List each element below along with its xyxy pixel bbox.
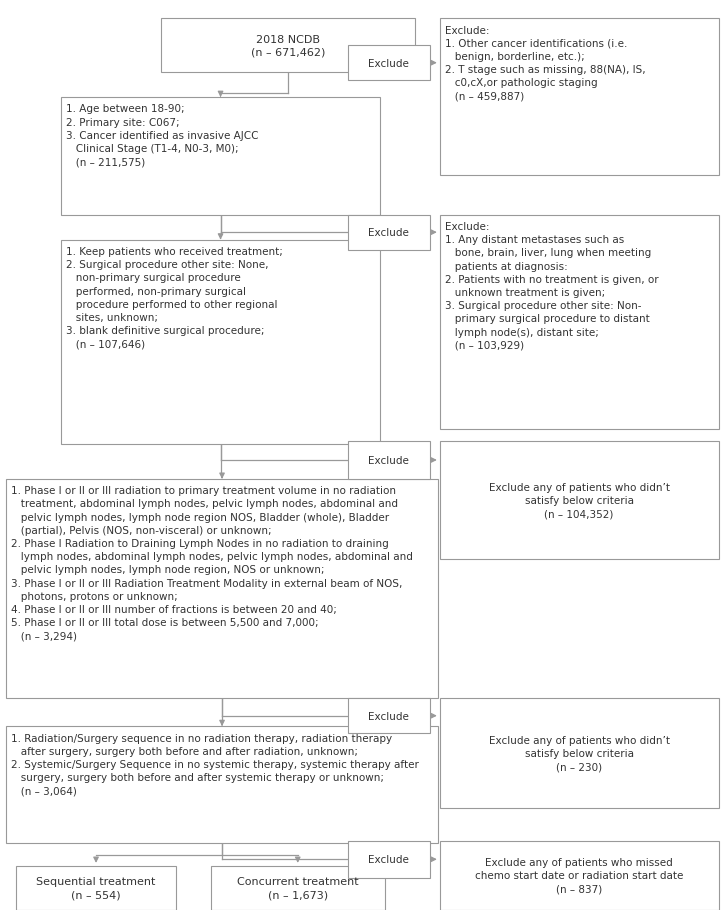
Text: Exclude:
1. Other cancer identifications (i.e.
   benign, borderline, etc.);
2. : Exclude: 1. Other cancer identifications… bbox=[445, 26, 645, 102]
Bar bbox=[211, 865, 385, 909]
Text: 1. Age between 18-90;
2. Primary site: C067;
3. Cancer identified as invasive AJ: 1. Age between 18-90; 2. Primary site: C… bbox=[66, 105, 258, 167]
Text: 1. Radiation/Surgery sequence in no radiation therapy, radiation therapy
   afte: 1. Radiation/Surgery sequence in no radi… bbox=[12, 732, 420, 795]
Text: Concurrent treatment
(n – 1,673): Concurrent treatment (n – 1,673) bbox=[237, 876, 359, 899]
Bar bbox=[61, 241, 380, 445]
Bar bbox=[61, 98, 380, 216]
Bar bbox=[348, 699, 430, 733]
Bar bbox=[440, 442, 719, 559]
Bar bbox=[7, 726, 438, 843]
Text: Exclude: Exclude bbox=[369, 228, 409, 238]
Text: 1. Keep patients who received treatment;
2. Surgical procedure other site: None,: 1. Keep patients who received treatment;… bbox=[66, 247, 283, 349]
Text: Exclude any of patients who didn’t
satisfy below criteria
(n – 104,352): Exclude any of patients who didn’t satis… bbox=[489, 482, 669, 518]
Bar bbox=[16, 865, 176, 909]
Text: Exclude: Exclude bbox=[369, 711, 409, 721]
Bar bbox=[7, 479, 438, 699]
Text: Exclude any of patients who didn’t
satisfy below criteria
(n – 230): Exclude any of patients who didn’t satis… bbox=[489, 735, 669, 772]
Text: Exclude any of patients who missed
chemo start date or radiation start date
(n –: Exclude any of patients who missed chemo… bbox=[475, 857, 683, 894]
Bar bbox=[348, 46, 430, 81]
Text: Exclude: Exclude bbox=[369, 456, 409, 466]
Text: Sequential treatment
(n – 554): Sequential treatment (n – 554) bbox=[36, 876, 155, 899]
Bar bbox=[160, 19, 415, 73]
Text: Exclude:
1. Any distant metastases such as
   bone, brain, liver, lung when meet: Exclude: 1. Any distant metastases such … bbox=[445, 222, 658, 351]
Text: Exclude: Exclude bbox=[369, 58, 409, 68]
Bar bbox=[440, 841, 719, 909]
Text: 1. Phase I or II or III radiation to primary treatment volume in no radiation
  : 1. Phase I or II or III radiation to pri… bbox=[12, 486, 413, 640]
Bar bbox=[348, 442, 430, 479]
Bar bbox=[348, 841, 430, 877]
Text: 2018 NCDB
(n – 671,462): 2018 NCDB (n – 671,462) bbox=[250, 35, 325, 57]
Bar bbox=[348, 216, 430, 251]
Bar bbox=[440, 699, 719, 808]
Bar bbox=[440, 216, 719, 430]
Bar bbox=[440, 19, 719, 176]
Text: Exclude: Exclude bbox=[369, 855, 409, 865]
